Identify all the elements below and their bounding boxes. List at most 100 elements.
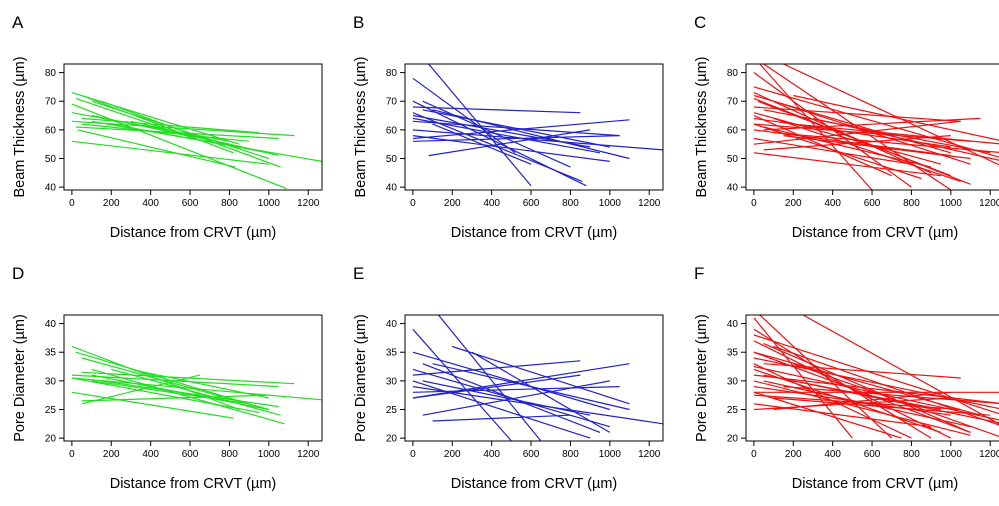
series-line-14 (111, 123, 269, 154)
x-tick-label: 400 (142, 449, 159, 460)
series-line-12 (412, 135, 610, 162)
x-tick-label: 600 (523, 449, 540, 460)
y-tick-label: 40 (45, 319, 57, 330)
series-line-8 (757, 100, 952, 177)
y-tick-label: 30 (727, 376, 739, 387)
x-tick-label: 800 (903, 198, 920, 209)
series-line-22 (773, 100, 971, 165)
y-tick-label: 40 (386, 319, 398, 330)
series-line-14 (452, 345, 630, 405)
y-tick-label: 40 (45, 183, 57, 194)
x-tick-label: 0 (751, 449, 757, 460)
y-tick-label: 35 (727, 348, 739, 359)
y-tick-label: 80 (727, 68, 739, 79)
series-line-25 (783, 386, 999, 405)
x-tick-label: 200 (785, 198, 802, 209)
series-line-10 (422, 109, 610, 148)
series-line-4 (412, 106, 581, 114)
series-line-27 (773, 391, 951, 411)
series-line-30 (763, 117, 981, 131)
plot-frame (63, 63, 323, 191)
series-line-1 (412, 77, 516, 154)
panel-d: D 0 200 400 600 800 1000 1200 20 25 30 35 40 Distance… (12, 264, 323, 492)
series-line-10 (412, 386, 620, 393)
x-tick-label: 800 (221, 198, 238, 209)
series-line-19 (753, 380, 971, 436)
x-tick-label: 400 (483, 449, 500, 460)
series-line-14 (71, 377, 260, 413)
series-line-13 (91, 380, 250, 405)
plot-frame (745, 314, 999, 442)
series-line-6 (412, 351, 610, 411)
series-line-13 (412, 368, 610, 428)
series-line-15 (412, 374, 581, 399)
x-tick-label: 200 (103, 449, 120, 460)
series-line-18 (753, 120, 961, 145)
series-line-8 (71, 120, 295, 137)
series-line-16 (753, 397, 951, 411)
series-line-26 (753, 123, 922, 180)
x-tick-label: 1000 (599, 198, 622, 209)
series-line-11 (763, 380, 971, 428)
x-tick-label: 600 (182, 449, 199, 460)
series-line-11 (432, 109, 630, 160)
series-line-19 (763, 135, 951, 151)
series-line-17 (422, 100, 571, 168)
x-axis-label: Distance from CRVT (µm) (451, 225, 618, 241)
series-line-17 (753, 137, 912, 165)
series-line-8 (412, 380, 591, 439)
x-tick-label: 0 (410, 449, 416, 460)
series-line-24 (753, 391, 902, 439)
y-tick-label: 50 (386, 154, 398, 165)
series-line-4 (753, 328, 932, 439)
y-tick-label: 80 (386, 68, 398, 79)
y-axis-label: Pore Diameter (µm) (12, 314, 28, 442)
y-tick-label: 20 (386, 434, 398, 445)
y-tick-label: 80 (45, 68, 57, 79)
panel-letter: C (694, 13, 706, 32)
y-tick-label: 40 (727, 319, 739, 330)
x-tick-label: 400 (824, 449, 841, 460)
series-line-10 (753, 374, 999, 404)
x-tick-label: 800 (221, 449, 238, 460)
series-line-9 (71, 391, 234, 419)
y-tick-label: 35 (45, 348, 57, 359)
x-tick-label: 400 (824, 198, 841, 209)
series-line-10 (81, 117, 260, 134)
series-line-23 (753, 114, 892, 177)
series-line-22 (753, 334, 999, 415)
series-line-4 (783, 64, 999, 166)
series-line-14 (773, 397, 991, 416)
x-tick-label: 1200 (979, 449, 999, 460)
series-line-29 (793, 94, 999, 141)
x-tick-label: 600 (864, 198, 881, 209)
series-line-14 (763, 126, 932, 168)
panel-b: B 0 200 400 600 800 1000 1200 40 50 60 70 80 Distance… (353, 13, 664, 241)
y-axis-label: Beam Thickness (µm) (12, 56, 28, 197)
series-line-1 (753, 317, 853, 439)
plot-frame (404, 314, 664, 442)
series-line-15 (432, 123, 532, 165)
x-axis-label: Distance from CRVT (µm) (110, 225, 277, 241)
series-line-20 (753, 152, 942, 177)
y-axis-label: Beam Thickness (µm) (694, 56, 710, 197)
y-tick-label: 70 (727, 97, 739, 108)
series-group (412, 64, 663, 187)
panel-e: E 0 200 400 600 800 1000 1200 20 25 30 35 40 Distance… (353, 264, 664, 492)
series-line-12 (71, 140, 269, 165)
series-line-11 (753, 112, 942, 165)
series-line-16 (81, 123, 250, 142)
y-tick-label: 60 (727, 125, 739, 136)
x-tick-label: 800 (562, 449, 579, 460)
plot-frame (404, 63, 664, 191)
plot-frame (63, 314, 323, 442)
y-tick-label: 40 (386, 183, 398, 194)
y-tick-label: 25 (45, 405, 57, 416)
y-tick-label: 50 (45, 154, 57, 165)
series-line-17 (91, 114, 230, 145)
series-group (71, 92, 322, 190)
series-line-1 (412, 328, 512, 441)
series-line-1 (71, 92, 240, 145)
series-line-21 (793, 123, 999, 145)
x-tick-label: 0 (69, 449, 75, 460)
